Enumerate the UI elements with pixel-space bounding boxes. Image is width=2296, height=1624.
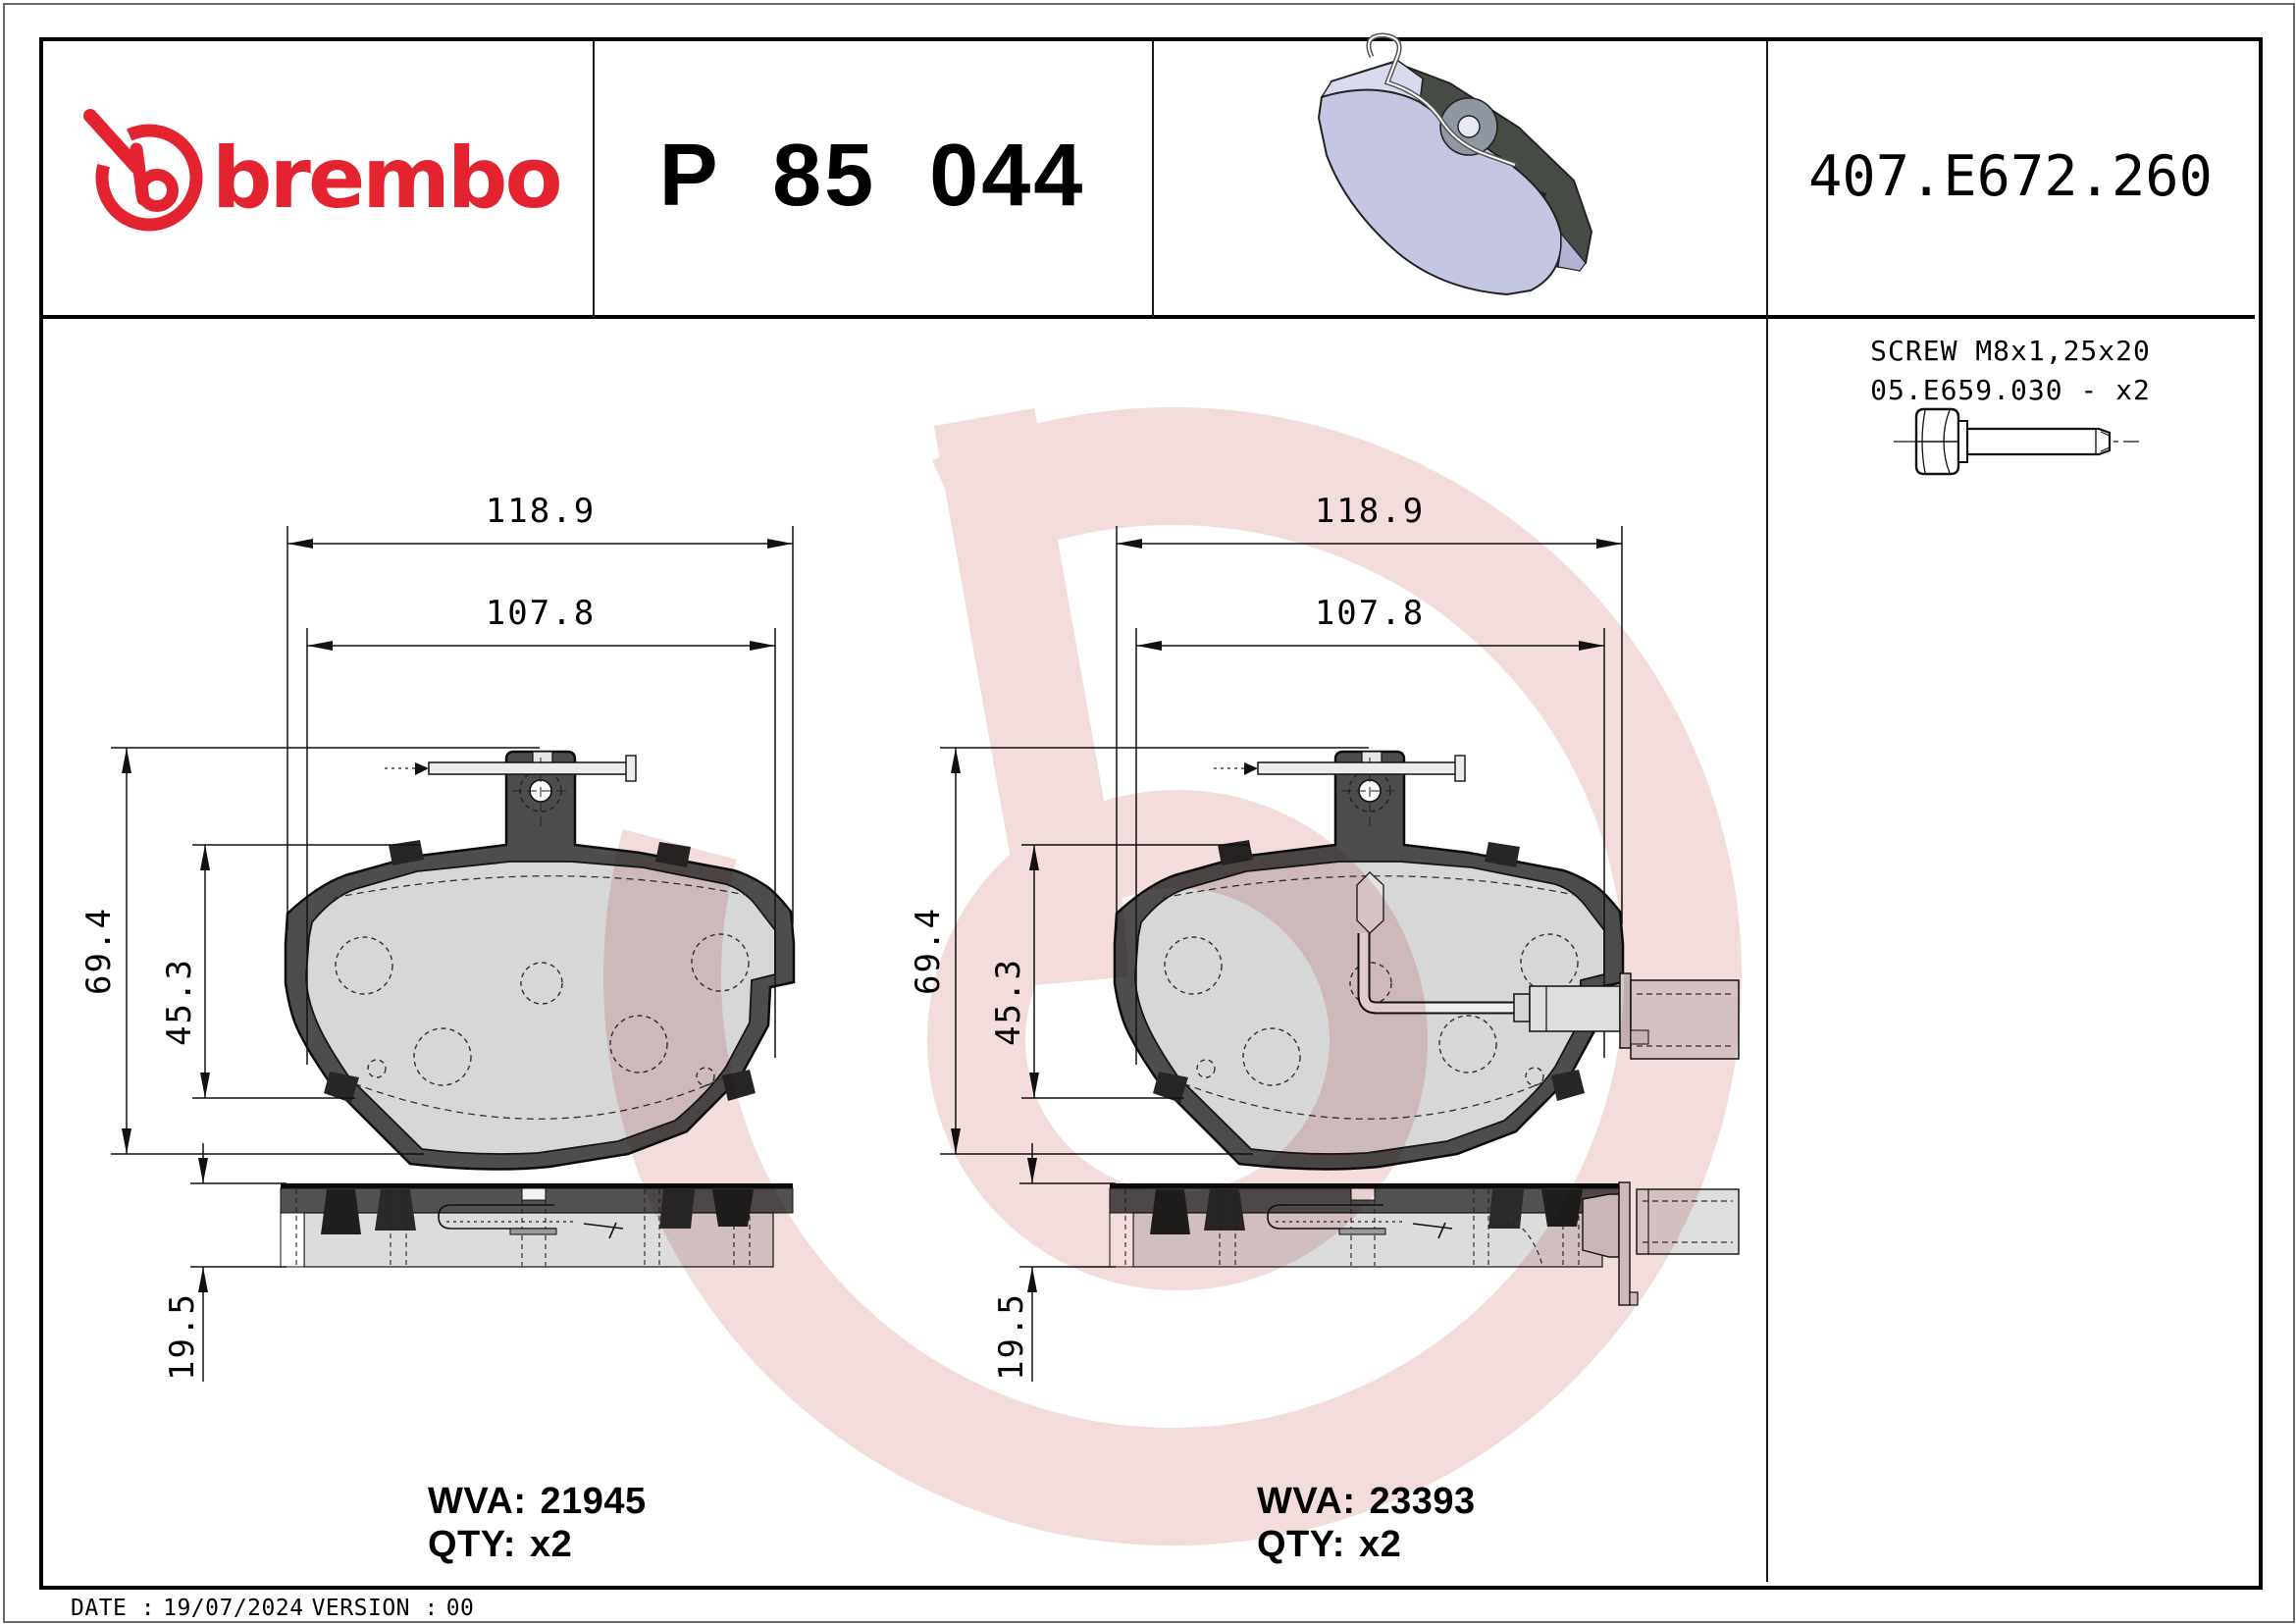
right-dim-thickness: 19.5 (992, 1292, 1031, 1381)
left-qty-row: QTY: x2 (428, 1523, 647, 1566)
right-dim-pad-height: 45.3 (989, 958, 1028, 1046)
left-wva-label: WVA: (428, 1481, 527, 1522)
drawing-frame (39, 37, 2263, 1590)
brand-wordmark: brembo (212, 130, 563, 228)
left-qty-value: x2 (529, 1524, 573, 1565)
brembo-logo-icon (83, 109, 203, 232)
right-wva-value: 23393 (1369, 1481, 1476, 1522)
pad-photo-3d (1317, 32, 1593, 296)
left-wva-qty: WVA: 21945 QTY: x2 (428, 1480, 647, 1566)
footer-version-label: VERSION : (311, 1596, 439, 1621)
right-dim-overall-width: 118.9 (1314, 492, 1426, 531)
right-dim-pad-width: 107.8 (1314, 594, 1426, 633)
right-qty-value: x2 (1358, 1524, 1402, 1565)
left-wva-row: WVA: 21945 (428, 1480, 647, 1523)
header-divider-2 (1152, 41, 1154, 317)
left-qty-label: QTY: (428, 1524, 516, 1565)
left-dim-overall-height: 69.4 (79, 907, 119, 995)
right-qty-label: QTY: (1257, 1524, 1345, 1565)
screw-icon (1894, 407, 2139, 476)
page-outer-border (3, 3, 2295, 1623)
left-dim-pad-width: 107.8 (485, 594, 597, 633)
footer-revision-line: DATE : 19/07/2024 VERSION :00 (71, 1596, 482, 1621)
right-wva-qty: WVA: 23393 QTY: x2 (1257, 1480, 1476, 1566)
left-dim-overall-width: 118.9 (485, 492, 597, 531)
left-dim-pad-height: 45.3 (160, 958, 199, 1046)
catalog-number: 407.E672.260 (1808, 143, 2213, 209)
footer-version-value: 00 (445, 1596, 475, 1621)
right-qty-row: QTY: x2 (1257, 1523, 1476, 1566)
right-dim-overall-height: 69.4 (909, 907, 948, 995)
left-wva-value: 21945 (540, 1481, 647, 1522)
footer-date-value: 19/07/2024 (163, 1596, 304, 1621)
right-wva-label: WVA: (1257, 1481, 1356, 1522)
screw-note: SCREW M8x1,25x20 05.E659.030 - x2 (1766, 332, 2255, 410)
screw-note-line1: SCREW M8x1,25x20 (1870, 335, 2151, 367)
left-dim-thickness: 19.5 (163, 1292, 202, 1381)
header-divider-1 (593, 41, 595, 317)
part-number: P 85 044 (658, 127, 1086, 225)
right-column-divider (1766, 41, 1768, 1582)
screw-note-line2: 05.E659.030 - x2 (1870, 374, 2151, 406)
footer-date-label: DATE : (71, 1596, 156, 1621)
header-bottom-rule (39, 315, 2255, 319)
right-wva-row: WVA: 23393 (1257, 1480, 1476, 1523)
